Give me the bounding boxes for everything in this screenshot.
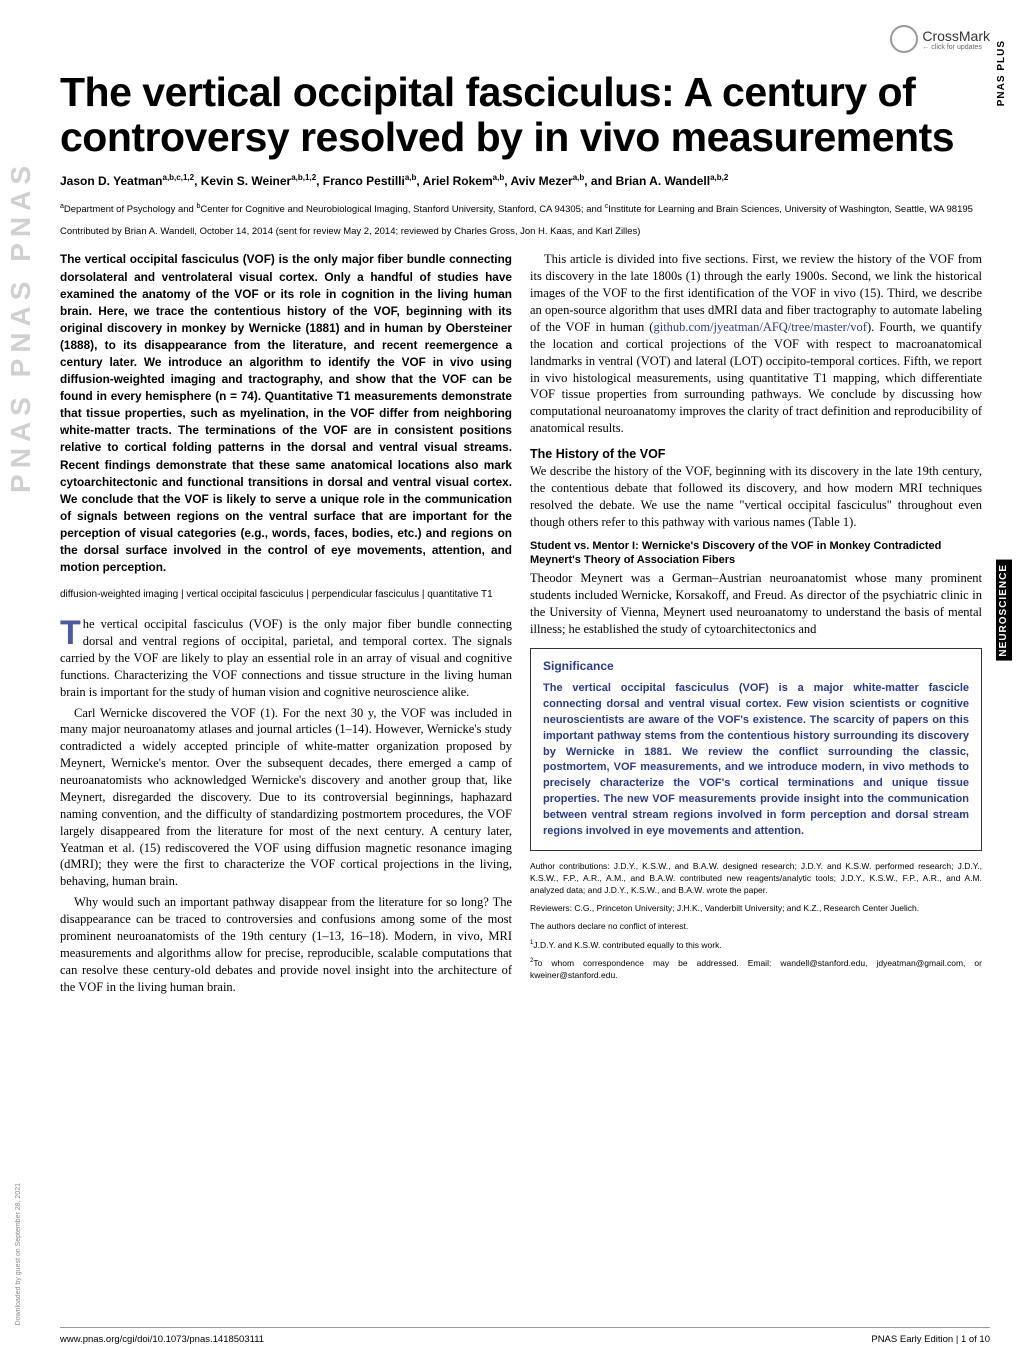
- body-text: he vertical occipital fasciculus (VOF) i…: [60, 617, 512, 699]
- crossmark-badge[interactable]: CrossMark ← click for updates: [890, 25, 990, 53]
- page-content: The vertical occipital fasciculus: A cen…: [60, 70, 990, 999]
- body-paragraph: We describe the history of the VOF, begi…: [530, 463, 982, 531]
- author-sup: a,b,1,2: [291, 173, 316, 182]
- fine-text: To whom correspondence may be addressed.…: [530, 958, 982, 980]
- author-sup: a,b,c,1,2: [163, 173, 195, 182]
- significance-box: Significance The vertical occipital fasc…: [530, 648, 982, 851]
- download-tag: Downloaded by guest on September 28, 202…: [15, 1183, 22, 1325]
- author: , Kevin S. Weiner: [194, 174, 291, 188]
- github-link[interactable]: github.com/jyeatman/AFQ/tree/master/vof: [653, 320, 867, 334]
- article-title: The vertical occipital fasciculus: A cen…: [60, 70, 990, 160]
- neuroscience-label: NEUROSCIENCE: [996, 560, 1012, 661]
- author: , Ariel Rokem: [416, 174, 492, 188]
- author: , Aviv Mezer: [504, 174, 572, 188]
- affil-text: Department of Psychology and: [64, 204, 197, 215]
- fine-text: J.D.Y. and K.S.W. contributed equally to…: [533, 939, 721, 949]
- author: , and Brian A. Wandell: [584, 174, 710, 188]
- author-sup: a,b: [493, 173, 505, 182]
- dropcap: T: [60, 619, 81, 648]
- page-footer: www.pnas.org/cgi/doi/10.1073/pnas.141850…: [60, 1327, 990, 1345]
- body-text: ). Fourth, we quantify the location and …: [530, 320, 982, 435]
- abstract: The vertical occipital fasciculus (VOF) …: [60, 251, 512, 576]
- reviewers: Reviewers: C.G., Princeton University; J…: [530, 903, 982, 915]
- section-heading: The History of the VOF: [530, 447, 982, 461]
- authors-line: Jason D. Yeatmana,b,c,1,2, Kevin S. Wein…: [60, 172, 990, 190]
- conflict: The authors declare no conflict of inter…: [530, 921, 982, 933]
- intro-paragraph: This article is divided into five sectio…: [530, 251, 982, 437]
- author-contributions: Author contributions: J.D.Y., K.S.W., an…: [530, 861, 982, 897]
- author-sup: a,b: [405, 173, 417, 182]
- body-paragraph: The vertical occipital fasciculus (VOF) …: [60, 616, 512, 700]
- author-sup: a,b,2: [710, 173, 728, 182]
- affil-text: Center for Cognitive and Neurobiological…: [200, 204, 604, 215]
- crossmark-icon: [890, 25, 918, 53]
- significance-heading: Significance: [543, 659, 969, 673]
- body-paragraph: Theodor Meynert was a German–Austrian ne…: [530, 570, 982, 638]
- author: , Franco Pestilli: [316, 174, 405, 188]
- subsection-heading: Student vs. Mentor I: Wernicke's Discove…: [530, 539, 982, 569]
- contributed-line: Contributed by Brian A. Wandell, October…: [60, 226, 990, 237]
- body-paragraph: Why would such an important pathway disa…: [60, 894, 512, 995]
- affiliations: aDepartment of Psychology and bCenter fo…: [60, 202, 990, 216]
- equal-contrib: 1J.D.Y. and K.S.W. contributed equally t…: [530, 939, 982, 952]
- correspondence: 2To whom correspondence may be addressed…: [530, 957, 982, 982]
- keywords: diffusion-weighted imaging | vertical oc…: [60, 588, 512, 602]
- pnas-plus-label: PNAS PLUS: [996, 40, 1012, 106]
- author: Jason D. Yeatman: [60, 174, 163, 188]
- column-left: The vertical occipital fasciculus (VOF) …: [60, 251, 512, 999]
- significance-body: The vertical occipital fasciculus (VOF) …: [543, 681, 969, 840]
- crossmark-text: CrossMark: [922, 28, 990, 44]
- two-columns: The vertical occipital fasciculus (VOF) …: [60, 251, 990, 999]
- column-right: This article is divided into five sectio…: [530, 251, 982, 999]
- doi-link[interactable]: www.pnas.org/cgi/doi/10.1073/pnas.141850…: [60, 1334, 264, 1345]
- pnas-logo-vertical: PNAS PNAS PNAS: [5, 160, 37, 493]
- affil-text: Institute for Learning and Brain Science…: [608, 204, 973, 215]
- crossmark-sub: ← click for updates: [922, 44, 990, 51]
- body-paragraph: Carl Wernicke discovered the VOF (1). Fo…: [60, 705, 512, 891]
- author-sup: a,b: [573, 173, 585, 182]
- page-count: PNAS Early Edition | 1 of 10: [871, 1334, 990, 1345]
